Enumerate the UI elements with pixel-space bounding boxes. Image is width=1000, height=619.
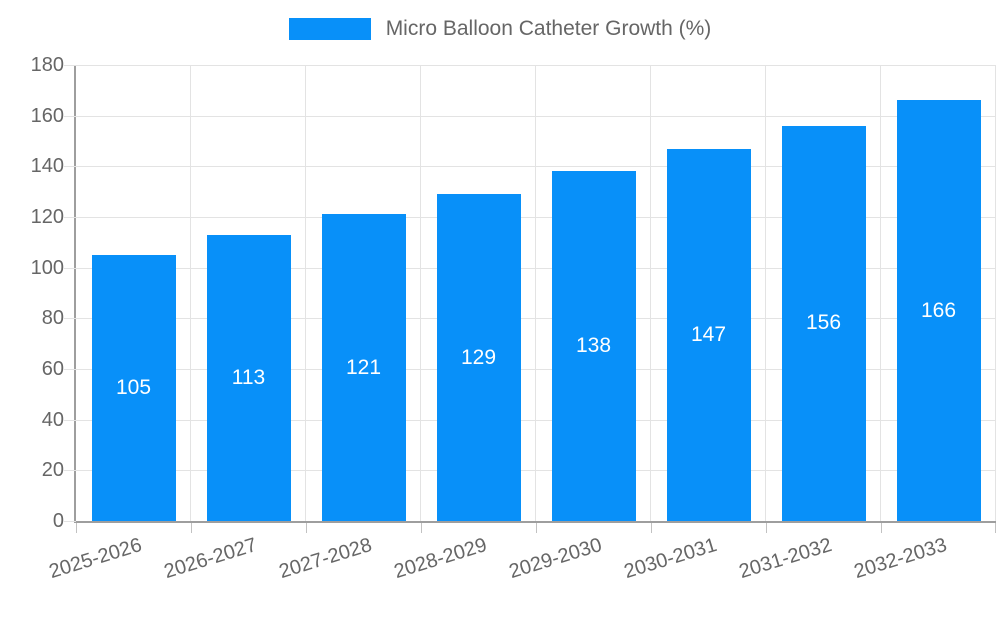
y-tick-mark [64,419,76,421]
y-tick-mark [64,115,76,117]
y-gridline [76,267,996,269]
bar[interactable]: 129 [436,194,521,521]
bar-value-label: 113 [231,365,266,389]
bar-value-label: 138 [575,334,612,358]
y-gridline [76,419,996,421]
y-axis-tick-label: 0 [52,510,64,532]
bar-value-label: 166 [920,298,957,322]
y-tick-mark [64,369,76,370]
bar-value-label: 129 [460,345,497,369]
y-tick-mark [64,521,76,522]
x-tick-mark [191,523,192,533]
x-tick-mark [306,523,307,533]
x-gridline [535,65,536,521]
legend[interactable]: Micro Balloon Catheter Growth (%) [0,17,1000,41]
x-gridline [420,65,421,521]
y-tick-mark [64,166,76,168]
y-tick-mark [64,65,76,66]
x-tick-mark [881,523,882,533]
x-axis-category-label: 2032-2033 [851,534,949,584]
y-axis-tick-label: 120 [30,206,64,228]
y-gridline [76,470,996,472]
plot-area: 0 20 40 60 80 100 120 140 160 180 105 113 121 129 138 1… [31,54,996,583]
y-tick-mark [64,217,76,218]
y-axis-tick-label: 40 [41,408,64,431]
legend-label: Micro Balloon Catheter Growth (%) [385,17,712,40]
y-gridline [76,166,996,168]
bar[interactable]: 138 [551,171,636,521]
y-axis-tick-label: 140 [30,155,64,178]
x-gridline [650,65,651,521]
y-axis-tick-label: 100 [30,256,64,279]
x-tick-mark [766,523,767,533]
bar-value-label: 121 [345,355,382,379]
bar[interactable]: 166 [896,100,981,521]
y-gridline [76,115,996,117]
x-gridline [880,65,881,521]
y-gridline [76,65,996,66]
y-axis-tick-label: 60 [41,358,64,380]
x-gridline [995,65,996,521]
y-tick-mark [64,470,76,472]
y-tick-mark [64,267,76,269]
y-gridline [76,217,996,218]
bar[interactable]: 113 [206,234,291,521]
y-tick-mark [64,318,76,320]
x-tick-mark [651,523,652,533]
y-gridline [76,318,996,320]
y-axis-tick-label: 180 [30,54,64,76]
bar[interactable]: 156 [781,125,866,521]
bar[interactable]: 147 [666,148,751,521]
bar[interactable]: 121 [321,214,406,521]
x-tick-mark [421,523,422,533]
bar-value-label: 105 [115,376,152,399]
x-gridline [765,65,766,521]
x-tick-mark [536,523,537,533]
x-gridline [190,65,191,521]
x-tick-mark [76,523,77,533]
y-axis-tick-label: 80 [41,307,64,330]
y-gridline [76,369,996,370]
bar-value-label: 147 [690,322,727,346]
legend-swatch-icon [288,18,371,40]
x-gridline [305,65,306,521]
bar[interactable]: 105 [91,255,176,521]
bar-value-label: 156 [805,311,842,335]
y-axis-tick-label: 160 [30,104,64,127]
x-tick-mark [995,523,996,533]
y-axis-tick-label: 20 [41,459,64,482]
